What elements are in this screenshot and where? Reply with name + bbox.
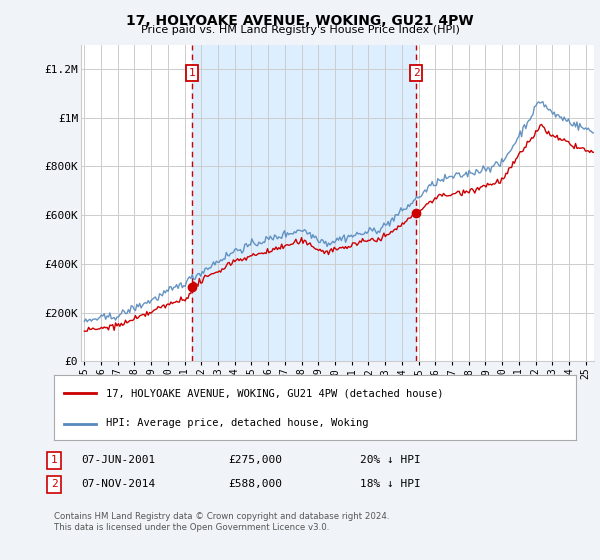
Text: 1: 1	[50, 455, 58, 465]
Text: Contains HM Land Registry data © Crown copyright and database right 2024.
This d: Contains HM Land Registry data © Crown c…	[54, 512, 389, 532]
Text: Price paid vs. HM Land Registry's House Price Index (HPI): Price paid vs. HM Land Registry's House …	[140, 25, 460, 35]
Text: 2: 2	[413, 68, 419, 78]
Text: HPI: Average price, detached house, Woking: HPI: Average price, detached house, Woki…	[106, 418, 368, 428]
Text: 20% ↓ HPI: 20% ↓ HPI	[360, 455, 421, 465]
Text: 17, HOLYOAKE AVENUE, WOKING, GU21 4PW (detached house): 17, HOLYOAKE AVENUE, WOKING, GU21 4PW (d…	[106, 388, 444, 398]
Text: 2: 2	[50, 479, 58, 489]
Text: 07-NOV-2014: 07-NOV-2014	[81, 479, 155, 489]
Text: 17, HOLYOAKE AVENUE, WOKING, GU21 4PW: 17, HOLYOAKE AVENUE, WOKING, GU21 4PW	[126, 14, 474, 28]
Text: 07-JUN-2001: 07-JUN-2001	[81, 455, 155, 465]
Text: £588,000: £588,000	[228, 479, 282, 489]
Text: £275,000: £275,000	[228, 455, 282, 465]
Text: 18% ↓ HPI: 18% ↓ HPI	[360, 479, 421, 489]
Text: 1: 1	[188, 68, 196, 78]
Bar	[192, 45, 416, 361]
